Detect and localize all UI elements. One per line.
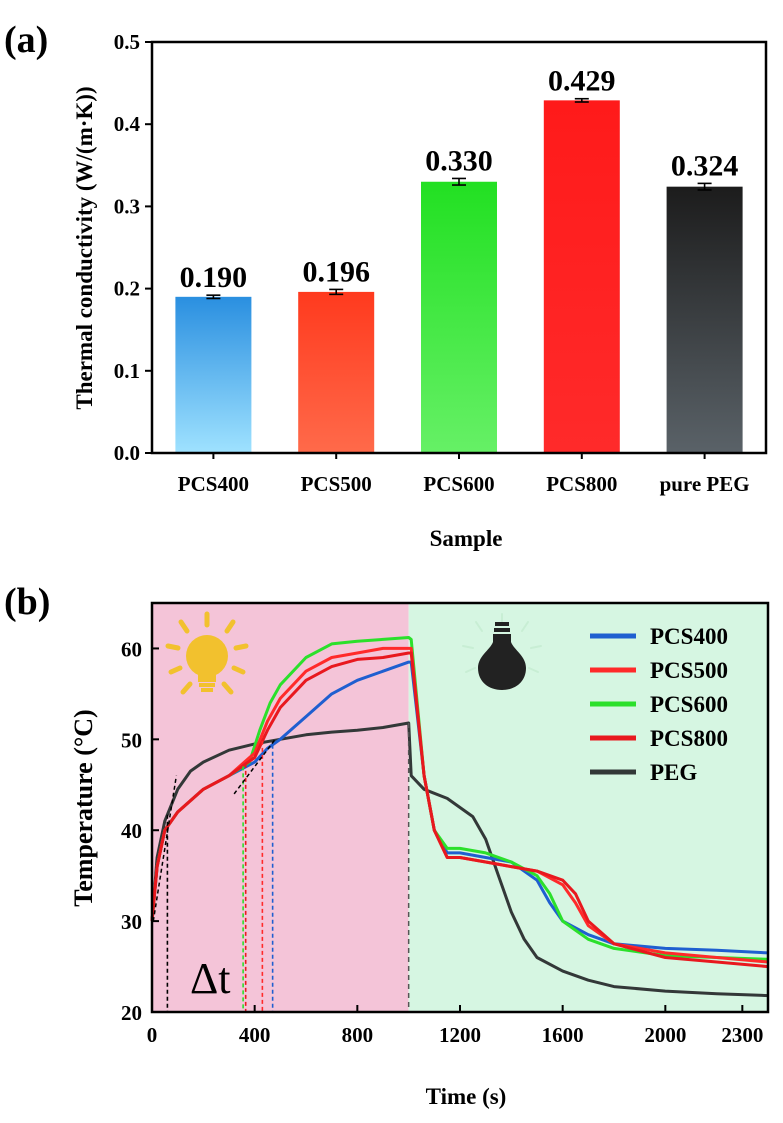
light-bulb-off-icon [462,613,542,690]
x-tick-label: PCS800 [546,472,617,496]
series-line-peg [150,721,769,998]
y-tick-label: 0.5 [114,30,140,54]
panel-a-x-axis-title: Sample [430,526,503,551]
bar-pcs400 [175,296,252,453]
panel-b-line-chart: (b) [4,581,770,1109]
x-tick-label: PCS400 [178,472,249,496]
bar-value-label: 0.429 [548,65,616,98]
panel-b-legend: PCS400 PCS500 PCS600 PCS800 PEG [590,624,728,785]
x-tick-label: 400 [239,1023,271,1047]
tangent-line [152,775,178,922]
bar-pcs500 [298,291,375,453]
bar-pcs600 [421,181,497,454]
legend-label: PCS600 [650,692,728,717]
panel-a-label: (a) [4,19,48,61]
y-tick-label: 0.1 [114,359,140,383]
panel-a-bar-chart: (a) 0.190 0.196 0.330 0.429 0.324 0.0 0.1 0.2 0… [4,19,768,551]
panel-a-y-axis-title: Thermal conductivity (W/(m·K)) [72,86,97,409]
x-tick-label: 1600 [542,1023,584,1047]
bar-pure-peg [666,186,743,453]
legend-label: PEG [650,760,697,785]
x-tick-label: PCS600 [423,472,494,496]
x-tick-label: pure PEG [660,472,750,496]
bar-value-label: 0.196 [302,255,370,288]
y-tick-label: 60 [121,637,142,661]
error-bar [206,294,221,300]
x-tick-label: 2000 [644,1023,686,1047]
x-tick-label: 800 [342,1023,374,1047]
bar-value-label: 0.190 [180,261,248,294]
delta-t-annotation: Δt [190,954,231,1003]
panel-b-label: (b) [4,581,50,623]
y-tick-label: 40 [121,819,142,843]
error-bar [329,288,344,296]
tangent-line [233,738,276,795]
x-tick-label: 2300 [721,1023,763,1047]
legend-label: PCS800 [650,726,728,751]
error-bar [574,97,589,103]
x-tick-label: 1200 [439,1023,481,1047]
panel-b-x-axis-title: Time (s) [426,1084,507,1109]
y-tick-label: 0.2 [114,277,140,301]
y-tick-label: 20 [121,1001,142,1025]
y-tick-label: 50 [121,728,142,752]
y-tick-label: 0.4 [114,112,141,136]
bar-value-label: 0.330 [425,144,493,177]
bar-value-label: 0.324 [671,149,739,182]
x-tick-label: 0 [147,1023,158,1047]
panel-b-y-axis-title: Temperature (°C) [69,709,98,906]
error-bar [697,182,712,191]
legend-label: PCS400 [650,624,728,649]
x-tick-label: PCS500 [301,472,372,496]
y-tick-label: 0.0 [114,441,140,465]
y-tick-label: 30 [121,910,142,934]
bar-pcs800 [543,100,620,453]
series-line-pcs800 [150,651,769,969]
y-tick-label: 0.3 [114,194,140,218]
error-bar [452,177,466,186]
legend-label: PCS500 [650,658,728,683]
light-bulb-on-icon [165,611,249,695]
